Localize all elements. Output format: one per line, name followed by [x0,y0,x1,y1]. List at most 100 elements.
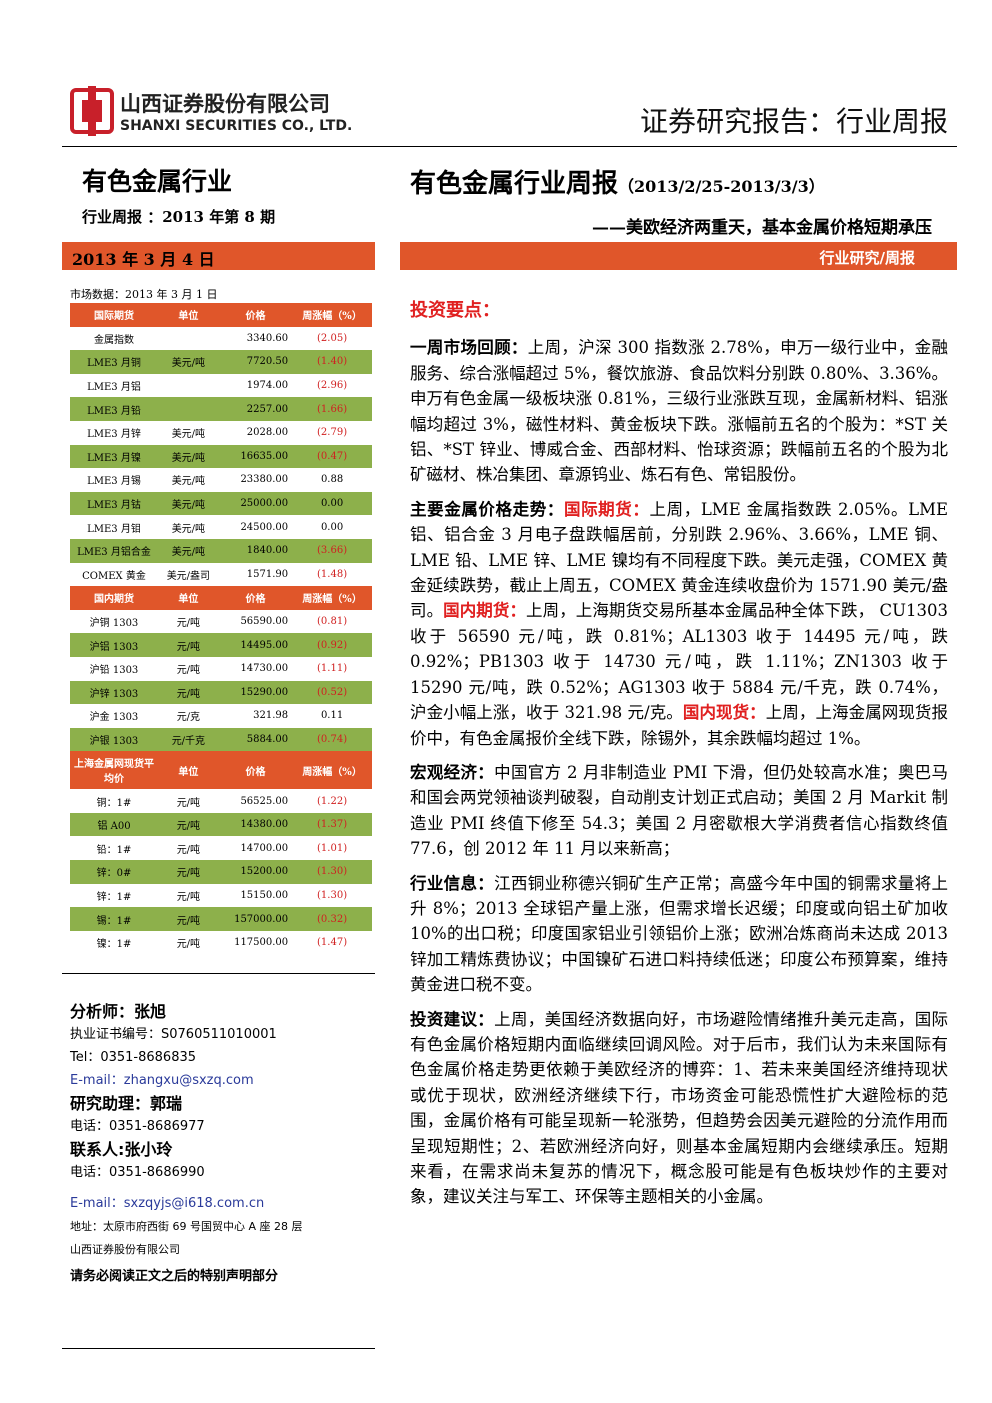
header-cell: 价格 [218,751,293,790]
table-cell: (2.79) [317,427,348,439]
paragraph: 一周市场回顾：上周，沪深 300 指数涨 2.78%，申万一级行业中，金融服务、… [410,335,948,487]
table-cell: 7720.50 [218,350,293,374]
category-bar: 行业研究/周报 [400,242,957,270]
company-cn: 山西证券股份有限公司 [120,92,330,116]
address: 地址：太原市府西街 69 号国贸中心 A 座 28 层 [70,1220,303,1233]
table-cell: 沪铜 1303 [89,618,139,630]
table-row: COMEX 黄金 美元/盎司 1571.90 (1.48) [70,563,372,587]
table-cell: 14700.00 [240,842,289,854]
period: （2013/2/25-2013/3/3） [618,177,825,196]
text: 上周，LME 金属指数跌 2.05%。LME 铝、铝合金 3 月电子盘跌幅居前，… [410,499,949,621]
table-cell: 元/千克 [158,727,219,752]
table-cell: 14495.00 [218,633,293,657]
assistant-tel: 电话：0351-8686977 [70,1119,205,1134]
table-cell: 元/吨 [176,891,201,903]
table-cell: LME3 月锌 [87,429,141,441]
paragraph: 主要金属价格走势：国际期货：上周，LME 金属指数跌 2.05%。LME 铝、铝… [410,497,948,751]
table-cell: 14730.00 [240,663,289,675]
table-cell: 美元/吨 [171,476,206,488]
tag: 国内期货： [443,601,527,621]
table-cell: 1974.00 [246,380,289,392]
table-cell: 金属指数 [94,334,134,346]
table-cell: 56590.00 [240,616,289,628]
issue: 行业周报 ：2013 年第 8 期 [82,208,276,226]
header-cell: 价格 [218,586,293,610]
rule [62,973,375,974]
table-cell [158,397,219,421]
contact: 联系人:张小玲 [70,1140,173,1159]
table-cell: LME3 月铅 [70,397,158,421]
analyst: 分析师：张旭 [70,1002,167,1021]
table-cell: (1.11) [317,663,348,675]
header-cell: 单位 [158,303,219,327]
text: 上周，沪深 300 指数涨 2.78%，申万一级行业中，金融服务、综合涨幅超过 … [410,338,948,485]
table-row: LME3 月锡 美元/吨 23380.00 0.88 [70,468,372,492]
table-row: 沪铝 1303 元/吨 14495.00 (0.92) [70,633,372,657]
heading: 投资要点： [410,300,500,321]
header-row: 国内期货 单位 价格 周涨幅（%） [70,586,372,610]
lead: 投资建议： [410,1009,495,1029]
logo [70,86,114,136]
table-row: LME3 月钼 美元/吨 24500.00 0.00 [70,515,372,539]
table-row: 沪金 1303 元/克 321.98 0.11 [70,704,372,728]
table-cell: 美元/吨 [171,429,206,441]
table-cell: 美元/吨 [158,538,219,563]
header-cell: 单位 [158,751,219,790]
category: 行业研究/周报 [819,249,915,267]
paragraph: 投资建议：上周，美国经济数据向好，市场避险情绪推升美元走高，国际有色金属价格短期… [410,1007,948,1210]
table-cell: (1.22) [317,795,348,807]
table-cell: LME3 月锡 [87,476,141,488]
table-cell: 铝 A00 [70,812,158,837]
table-cell: 沪铝 1303 [70,633,158,657]
table-cell: 沪锌 1303 [70,680,158,705]
table-cell: (0.92) [292,633,372,657]
table-cell: 0.00 [320,521,344,533]
tag: 国内现货： [682,703,766,723]
table-cell: 美元/吨 [158,491,219,516]
table-cell: (1.40) [292,350,372,374]
table-cell: (1.30) [317,889,348,901]
header-cell: 价格 [218,303,293,327]
market-table: 国际期货 单位 价格 周涨幅（%） 金属指数 3340.60 (2.05) LME3 月铜 美元… [70,303,372,954]
table-cell: 元/吨 [176,844,201,856]
table-cell: 铜：1# [96,797,132,809]
table-cell: 镍：1# [96,939,132,951]
table-cell: 美元/盎司 [166,570,211,582]
table-cell: (0.74) [292,727,372,752]
table-cell: 2257.00 [218,397,293,421]
contact-email: E-mail：sxzqyjs@i618.com.cn [70,1196,265,1211]
table-caption: 市场数据：2013 年 3 月 1 日 [70,288,218,301]
header-cell: 周涨幅（%） [292,751,372,790]
table-cell [158,374,219,398]
table-cell: 157000.00 [218,907,293,931]
table-cell: 元/吨 [176,939,201,951]
table-cell: LME3 月铜 [70,350,158,374]
table-cell: 元/吨 [176,618,201,630]
table-cell: 2028.00 [246,427,289,439]
table-cell: (1.30) [292,860,372,884]
table-cell: 美元/吨 [171,523,206,535]
industry: 有色金属行业 [82,167,233,196]
contact-tel: 电话：0351-8686990 [70,1165,205,1180]
header-row: 上海金属网现货平均价 单位 价格 周涨幅（%） [70,751,372,790]
table-row: 金属指数 3340.60 (2.05) [70,327,372,351]
table-cell: 元/吨 [158,860,219,884]
table-cell: 321.98 [253,710,289,722]
table-row: 铝 A00 元/吨 14380.00 (1.37) [70,812,372,837]
table-row: 锡：1# 元/吨 157000.00 (0.32) [70,907,372,931]
table-row: LME3 月镍 美元/吨 16635.00 (0.47) [70,444,372,469]
table-cell: 元/吨 [176,797,201,809]
paragraph: 行业信息：江西铜业称德兴铜矿生产正常；高盛今年中国的铜需求量将上升 8%；201… [410,871,948,998]
table-cell: 23380.00 [240,474,289,486]
table-cell: (0.81) [317,616,348,628]
table-cell: (0.32) [292,907,372,931]
table-row: LME3 月铅 2257.00 (1.66) [70,397,372,421]
table-cell: 15290.00 [218,680,293,705]
table-cell: (3.66) [292,538,372,563]
table-row: 锌：1# 元/吨 15150.00 (1.30) [70,884,372,908]
table-row: LME3 月锌 美元/吨 2028.00 (2.79) [70,421,372,445]
title: 有色金属行业周报 [410,169,619,199]
table-cell: 锡：1# [70,907,158,931]
text: 上周，上海金属网现货报价中，有色金属报价全线下跌，除锡外，其余跌幅均超过 1%。 [410,703,949,748]
